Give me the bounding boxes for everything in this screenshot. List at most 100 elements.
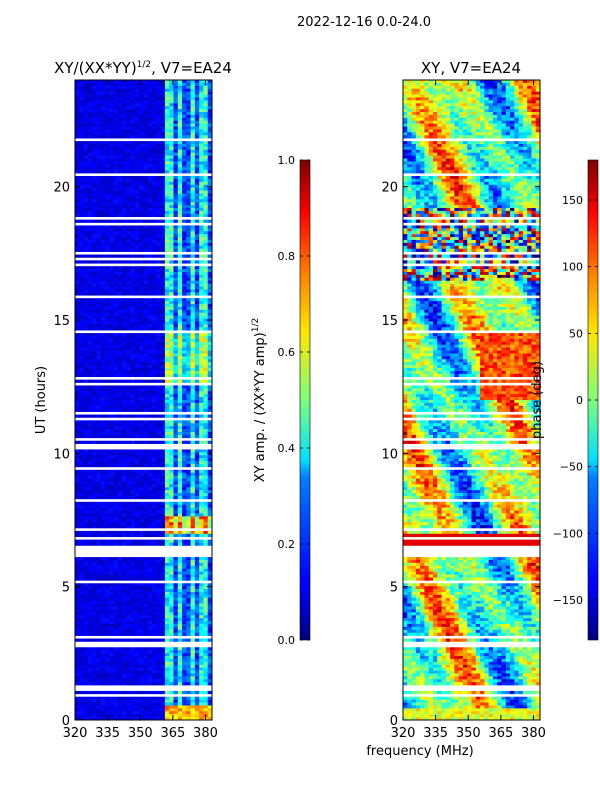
heatmap-cell [117,434,123,439]
heatmap-cell [182,184,187,188]
heatmap-cell [109,321,114,325]
heatmap-cell [87,141,93,145]
heatmap-cell [126,289,132,293]
heatmap-cell [203,603,209,607]
heatmap-cell [109,400,114,404]
heatmap-cell [199,202,204,206]
heatmap-cell [182,117,187,122]
heatmap-cell [160,336,166,340]
heatmap-cell [117,481,123,485]
heatmap-cell [160,242,166,247]
heatmap-cell [75,126,80,130]
heatmap-cell [160,315,166,319]
heatmap-cell [130,158,136,162]
heatmap-cell [199,432,204,436]
heatmap-cell [190,152,196,156]
heatmap-cell [160,475,166,479]
heatmap-cell [100,234,106,238]
heatmap-cell [160,539,166,543]
heatmap-cell [152,181,157,186]
heatmap-cell [177,379,183,383]
heatmap-cell [156,513,162,517]
heatmap-cell [156,449,162,453]
heatmap-cell [177,120,183,124]
heatmap-cell [104,135,110,139]
heatmap-cell [122,205,127,209]
heatmap-cell [100,91,106,95]
heatmap-cell [139,562,144,567]
heatmap-cell [126,277,132,282]
heatmap-cell [190,298,196,302]
heatmap-cell [152,193,157,197]
heatmap-cell [75,519,80,523]
heatmap-cell [117,356,123,360]
heatmap-cell [147,493,153,497]
heatmap-cell [139,592,144,596]
heatmap-cell [173,161,179,165]
heatmap-cell [113,120,119,124]
heatmap-cell [173,589,179,593]
heatmap-cell [117,414,123,418]
heatmap-cell [75,152,80,156]
heatmap-cell [156,353,162,357]
heatmap-cell [126,266,132,270]
heatmap-cell [117,490,123,494]
heatmap-cell [203,594,209,599]
heatmap-cell [177,347,183,351]
heatmap-cell [207,202,212,206]
heatmap-cell [113,405,119,410]
heatmap-cell [109,202,114,206]
heatmap-cell [186,210,191,215]
heatmap-cell [92,414,97,418]
heatmap-cell [83,178,89,183]
heatmap-cell [104,429,110,433]
heatmap-cell [143,141,149,145]
heatmap-cell [87,225,93,229]
heatmap-cell [83,388,89,392]
heatmap-cell [164,496,170,500]
heatmap-cell [169,324,174,328]
heatmap-cell [122,225,127,229]
heatmap-cell [194,557,200,561]
heatmap-cell [164,568,170,572]
heatmap-cell [143,196,149,200]
heatmap-cell [117,539,123,543]
heatmap-cell [156,603,162,607]
heatmap-cell [169,164,174,168]
heatmap-cell [117,117,123,122]
heatmap-cell [177,324,183,328]
heatmap-cell [169,176,174,180]
heatmap-cell [156,507,162,511]
heatmap-cell [169,193,174,197]
heatmap-cell [169,373,174,378]
heatmap-cell [79,478,84,482]
heatmap-cell [100,472,106,476]
heatmap-cell [164,272,170,276]
heatmap-cell [92,565,97,570]
heatmap-cell [139,449,144,453]
heatmap-cell [75,321,80,325]
heatmap-cell [143,301,149,305]
heatmap-cell [203,149,209,154]
heatmap-cell [75,603,80,607]
heatmap-cell [169,464,174,468]
heatmap-cell [160,542,166,546]
heatmap-cell [194,309,200,314]
heatmap-cell [113,132,119,136]
heatmap-cell [100,167,106,171]
heatmap-cell [139,423,144,427]
heatmap-cell [199,240,204,244]
heatmap-cell [199,356,204,360]
heatmap-cell [126,225,132,229]
heatmap-cell [87,155,93,159]
heatmap-cell [190,164,196,168]
heatmap-cell [75,530,80,535]
heatmap-cell [152,114,157,119]
heatmap-cell [177,414,183,418]
heatmap-cell [207,391,212,395]
heatmap-cell [152,432,157,436]
heatmap-cell [109,513,114,517]
heatmap-cell [169,519,174,523]
heatmap-cell [147,481,153,485]
heatmap-cell [152,370,157,375]
